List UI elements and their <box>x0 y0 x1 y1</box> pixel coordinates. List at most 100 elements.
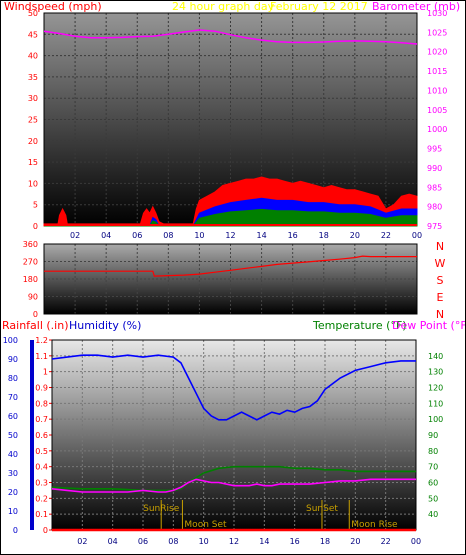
barometer-tick-label: 1000 <box>427 125 447 134</box>
barometer-tick-label: 1015 <box>427 67 447 76</box>
humidity-tick-label: 50 <box>8 431 18 440</box>
barometer-series <box>43 29 418 45</box>
x-tick-label: 06 <box>138 537 148 546</box>
windspeed-tick-label: 40 <box>28 52 38 61</box>
sun-moon-annotations: SunRise Moon Set SunSet Moon Rise <box>143 500 398 530</box>
x-tick-label: 16 <box>290 537 300 546</box>
windspeed-label: Windspeed (mph) <box>4 0 102 13</box>
panel-direction-grid <box>43 243 418 315</box>
rainfall-tick-label: 0.5 <box>35 447 48 456</box>
temperature-tick-label: 70 <box>428 463 438 472</box>
barometer-tick-label: 1010 <box>427 86 447 95</box>
temperature-tick-label: 140 <box>428 352 443 361</box>
temperature-tick-label: 90 <box>428 431 438 440</box>
annotation-label: Moon Set <box>184 520 227 530</box>
x-tick-label: 12 <box>229 537 239 546</box>
temperature-tick-label: 130 <box>428 368 443 377</box>
windspeed-tick-label: 35 <box>28 73 38 82</box>
rainfall-tick-label: 1.1 <box>35 352 48 361</box>
chart-title: 24 hour graph day <box>172 0 275 13</box>
temperature-tick-label: 60 <box>428 479 438 488</box>
x-tick-label: 14 <box>259 537 269 546</box>
x-tick-label: 12 <box>225 231 235 240</box>
temperature-tick-label: 100 <box>428 415 443 424</box>
windspeed-tick-label: 25 <box>28 116 38 125</box>
x-tick-label: 00 <box>412 231 422 240</box>
direction-axis: 0 90 180 270 360 <box>23 240 38 319</box>
windspeed-tick-label: 30 <box>28 94 38 103</box>
humidity-tick-label: 90 <box>8 355 18 364</box>
rainfall-tick-label: 0.1 <box>35 510 48 519</box>
panel-wind-x-axis: 02 04 06 08 10 12 14 16 18 20 22 00 <box>70 231 422 240</box>
windspeed-tick-label: 0 <box>33 222 38 231</box>
direction-tick-label: 90 <box>28 293 38 302</box>
windspeed-tick-label: 45 <box>28 30 38 39</box>
windspeed-tick-label: 20 <box>28 137 38 146</box>
rainfall-axis: 0 0.1 0.2 0.3 0.4 0.5 0.6 0.7 0.8 0.9 1 1.1 1.2 <box>35 336 48 535</box>
annotation-label: Moon Rise <box>351 520 398 530</box>
barometer-tick-label: 995 <box>427 145 442 154</box>
rainfall-tick-label: 0.3 <box>35 479 48 488</box>
humidity-tick-label: 100 <box>3 336 18 345</box>
annotation-label: SunRise <box>143 504 180 514</box>
temperature-tick-label: 80 <box>428 447 438 456</box>
barometer-tick-label: 1020 <box>427 48 447 57</box>
x-tick-label: 18 <box>319 231 329 240</box>
x-tick-label: 08 <box>168 537 178 546</box>
humidity-tick-label: 40 <box>8 450 18 459</box>
panel-direction-series <box>44 255 417 277</box>
x-tick-label: 00 <box>411 537 421 546</box>
x-tick-label: 16 <box>288 231 298 240</box>
dew-point-series <box>51 478 416 493</box>
dewpoint-label: Dew Point (°F) <box>392 319 466 332</box>
x-tick-label: 20 <box>350 537 360 546</box>
humidity-tick-label: 60 <box>8 412 18 421</box>
barometer-tick-label: 975 <box>427 222 442 231</box>
wind-direction-series <box>44 255 417 277</box>
temperature-label: Temperature (°F) <box>312 319 407 332</box>
rainfall-tick-label: 0 <box>43 526 48 535</box>
humidity-tick-label: 30 <box>8 469 18 478</box>
direction-tick-label: 0 <box>33 310 38 319</box>
barometer-label: Barometer (mb) <box>372 0 460 13</box>
barometer-tick-label: 1030 <box>427 9 447 18</box>
temperature-axis: 40 50 60 70 80 90 100 110 120 130 140 <box>428 352 443 519</box>
x-tick-label: 10 <box>199 537 209 546</box>
rainfall-label: Rainfall (.in) <box>2 319 69 332</box>
chart-subtitle: February 12 2017 <box>270 0 368 13</box>
windspeed-axis: 0 5 10 15 20 25 30 35 40 45 50 <box>28 9 38 231</box>
windspeed-tick-label: 15 <box>28 158 38 167</box>
rainfall-tick-label: 0.6 <box>35 431 48 440</box>
x-tick-label: 14 <box>256 231 266 240</box>
temperature-tick-label: 110 <box>428 399 443 408</box>
x-tick-label: 22 <box>381 231 391 240</box>
x-tick-label: 04 <box>108 537 118 546</box>
barometer-tick-label: 990 <box>427 164 442 173</box>
humidity-tick-label: 80 <box>8 374 18 383</box>
compass-letter: S <box>437 274 444 287</box>
x-tick-label: 08 <box>163 231 173 240</box>
barometer-tick-label: 1025 <box>427 28 447 37</box>
compass-letter: E <box>437 291 444 304</box>
x-tick-label: 06 <box>132 231 142 240</box>
x-tick-label: 02 <box>77 537 87 546</box>
panel-temp-series <box>51 354 416 532</box>
compass-letter: W <box>435 257 446 270</box>
humidity-tick-label: 0 <box>13 526 18 535</box>
x-tick-label: 04 <box>101 231 111 240</box>
temperature-tick-label: 40 <box>428 510 438 519</box>
rainfall-tick-label: 0.2 <box>35 494 48 503</box>
panel-frame <box>43 243 418 315</box>
humidity-tick-label: 10 <box>8 507 18 516</box>
humidity-axis-bar <box>30 340 34 530</box>
temperature-tick-label: 120 <box>428 384 443 393</box>
humidity-axis: 0 10 20 30 40 50 60 70 80 90 100 <box>3 336 18 535</box>
humidity-series <box>51 354 416 421</box>
barometer-tick-label: 1005 <box>427 106 447 115</box>
rainfall-tick-label: 0.8 <box>35 399 48 408</box>
rainfall-tick-label: 0.7 <box>35 415 48 424</box>
x-tick-label: 18 <box>320 537 330 546</box>
barometer-axis: 975 980 985 990 995 1000 1005 1010 1015 1020 1025 1… <box>427 9 447 231</box>
humidity-label: Humidity (%) <box>69 319 141 332</box>
humidity-tick-label: 70 <box>8 393 18 402</box>
